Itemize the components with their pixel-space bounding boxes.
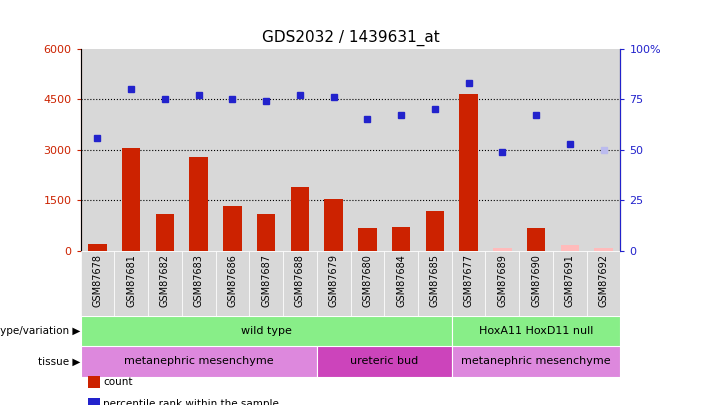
Bar [519,251,553,316]
Bar [561,245,579,251]
Bar [426,211,444,251]
Bar [451,316,620,346]
Text: GSM87679: GSM87679 [329,254,339,307]
Bar [223,206,242,251]
Bar [317,251,350,316]
Bar [485,251,519,316]
Text: ureteric bud: ureteric bud [350,356,418,367]
Text: GSM87683: GSM87683 [193,254,204,307]
Text: GSM87684: GSM87684 [396,254,406,307]
Bar [114,49,148,251]
Bar [148,49,182,251]
Bar [88,244,107,251]
Text: percentile rank within the sample: percentile rank within the sample [103,399,279,405]
Text: GSM87681: GSM87681 [126,254,136,307]
Bar [325,199,343,251]
Bar [250,251,283,316]
Text: GSM87691: GSM87691 [565,254,575,307]
Text: GSM87680: GSM87680 [362,254,372,307]
Bar [182,251,216,316]
Text: GSM87678: GSM87678 [93,254,102,307]
Bar [81,316,451,346]
Bar [156,214,175,251]
Text: GSM87682: GSM87682 [160,254,170,307]
Bar [553,49,587,251]
Bar [519,49,553,251]
Bar [594,248,613,251]
Text: GSM87689: GSM87689 [497,254,508,307]
Bar [553,251,587,316]
Text: HoxA11 HoxD11 null: HoxA11 HoxD11 null [479,326,593,336]
Bar [451,49,485,251]
Bar [81,49,114,251]
Bar [451,251,485,316]
Bar [358,228,376,251]
Bar [291,187,309,251]
Text: tissue ▶: tissue ▶ [38,356,80,367]
Bar [392,227,410,251]
Bar [418,49,451,251]
Bar [189,157,208,251]
Text: GSM87687: GSM87687 [261,254,271,307]
Text: GSM87690: GSM87690 [531,254,541,307]
Bar [526,228,545,251]
Bar [216,49,250,251]
Bar [114,251,148,316]
Text: metanephric mesenchyme: metanephric mesenchyme [124,356,273,367]
Text: genotype/variation ▶: genotype/variation ▶ [0,326,80,336]
Text: count: count [103,377,132,387]
Text: wild type: wild type [240,326,292,336]
Bar [317,49,350,251]
Bar [587,251,620,316]
Bar [317,346,451,377]
Bar [459,94,478,251]
Text: GSM87685: GSM87685 [430,254,440,307]
Bar [350,49,384,251]
Text: GSM87692: GSM87692 [599,254,608,307]
Text: GSM87686: GSM87686 [227,254,238,307]
Bar [493,248,512,251]
Text: GSM87688: GSM87688 [295,254,305,307]
Bar [283,251,317,316]
Title: GDS2032 / 1439631_at: GDS2032 / 1439631_at [261,30,440,46]
Bar [384,49,418,251]
Bar [182,49,216,251]
Bar [485,49,519,251]
Bar [81,251,114,316]
Bar [418,251,451,316]
Bar [451,346,620,377]
Bar [122,148,140,251]
Bar [257,214,275,251]
Bar [283,49,317,251]
Bar [81,346,317,377]
Bar [350,251,384,316]
Bar [148,251,182,316]
Bar [216,251,250,316]
Bar [587,49,620,251]
Text: GSM87677: GSM87677 [463,254,474,307]
Bar [384,251,418,316]
Bar [250,49,283,251]
Text: metanephric mesenchyme: metanephric mesenchyme [461,356,611,367]
